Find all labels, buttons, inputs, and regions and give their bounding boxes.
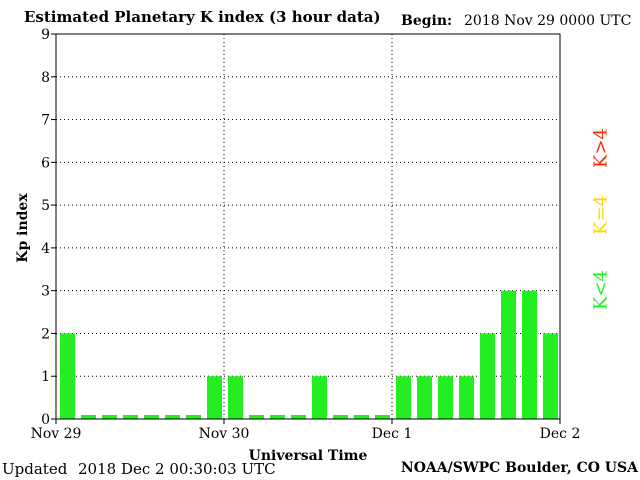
kp-bar: [375, 415, 390, 419]
kp-bar: [396, 376, 411, 419]
kp-bar: [543, 333, 558, 419]
kp-bar: [144, 415, 159, 419]
kp-bar: [228, 376, 243, 419]
kp-bar: [333, 415, 348, 419]
kp-bar: [186, 415, 201, 419]
kp-bar: [207, 376, 222, 419]
legend-k-below-4: K<4: [590, 270, 612, 310]
chart-title: Estimated Planetary K index (3 hour data…: [24, 8, 381, 26]
kp-bar: [312, 376, 327, 419]
x-axis-label: Universal Time: [248, 448, 368, 464]
updated-label: Updated: [2, 460, 68, 478]
kp-bar: [123, 415, 138, 419]
legend-k-equals-4: K=4: [590, 195, 612, 235]
x-tick-label: Nov 29: [31, 426, 82, 442]
y-tick-label: 5: [41, 198, 50, 214]
y-tick-label: 1: [41, 369, 50, 385]
kp-bar: [291, 415, 306, 419]
kp-bar: [522, 290, 537, 419]
kp-bar: [249, 415, 264, 419]
kp-bar: [459, 376, 474, 419]
y-tick-label: 3: [41, 284, 50, 300]
y-tick-label: 6: [41, 155, 50, 171]
y-tick-label: 7: [41, 113, 50, 129]
y-tick-label: 0: [41, 412, 50, 428]
kp-bar: [81, 415, 96, 419]
x-tick-label: Dec 1: [372, 426, 413, 442]
y-axis-label: Kp index: [15, 193, 31, 263]
credit-text: NOAA/SWPC Boulder, CO USA: [400, 460, 638, 476]
kp-bar: [438, 376, 453, 419]
y-tick-label: 9: [41, 27, 50, 43]
kp-bar: [60, 333, 75, 419]
y-tick-label: 8: [41, 70, 50, 86]
kp-bar: [102, 415, 117, 419]
y-tick-label: 2: [41, 326, 50, 342]
kp-bar: [501, 290, 516, 419]
x-tick-label: Nov 30: [199, 426, 250, 442]
y-tick-label: 4: [41, 241, 50, 257]
legend-k-above-4: K>4: [590, 128, 612, 168]
begin-label: Begin:: [401, 13, 453, 29]
kp-bar: [480, 333, 495, 419]
kp-bar: [417, 376, 432, 419]
kp-bar: [270, 415, 285, 419]
kp-bar: [165, 415, 180, 419]
x-tick-label: Dec 2: [540, 426, 581, 442]
kp-bar: [354, 415, 369, 419]
plot-frame: [55, 33, 561, 420]
begin-value: 2018 Nov 29 0000 UTC: [464, 13, 632, 29]
updated-timestamp: 2018 Dec 2 00:30:03 UTC: [78, 460, 276, 478]
